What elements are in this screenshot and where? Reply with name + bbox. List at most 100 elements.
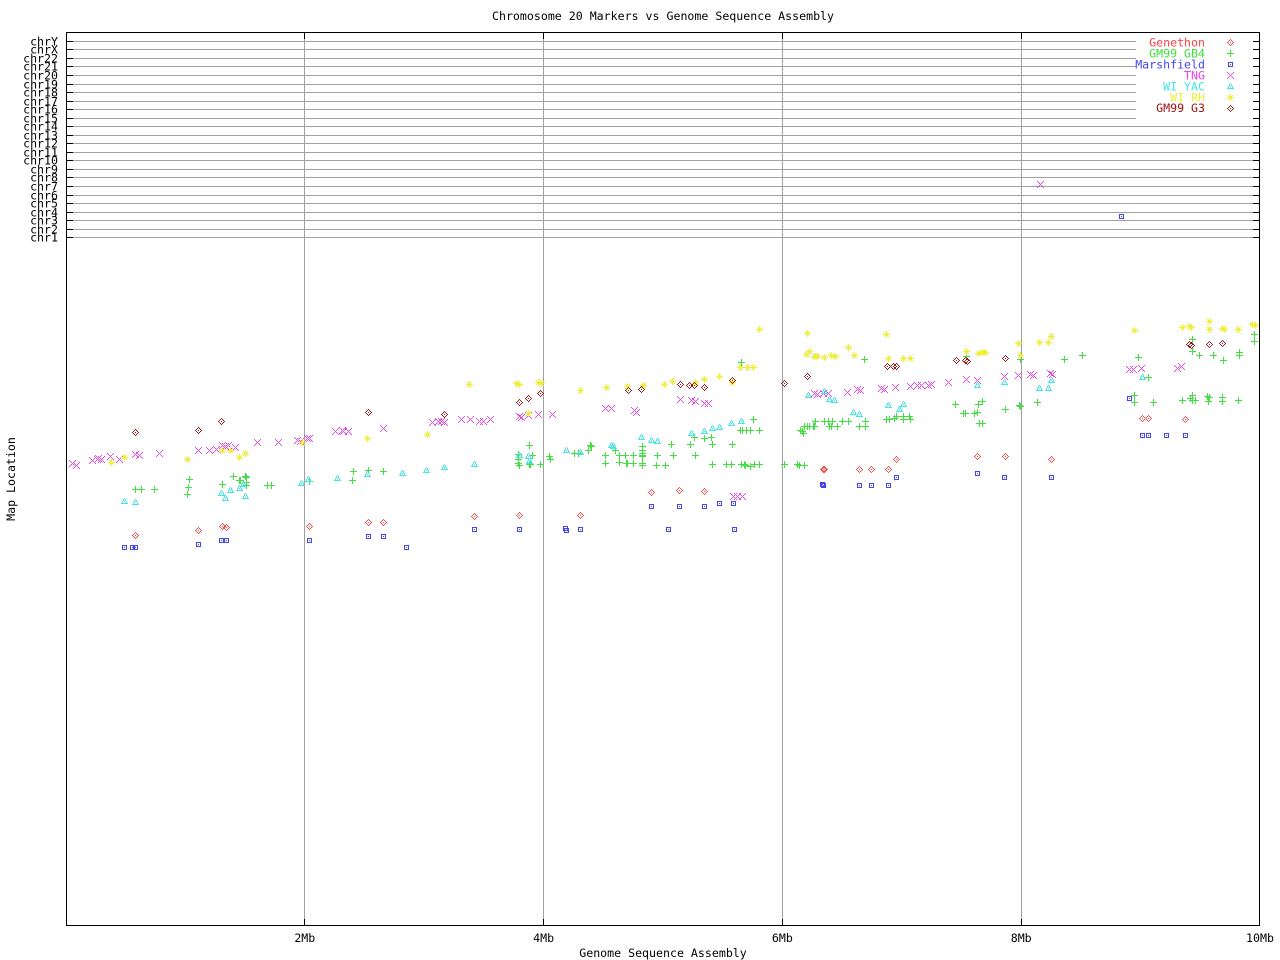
data-point-marker <box>963 348 970 355</box>
chromosome-row-labels: chrYchrXchr22chr21chr20chr19chr18chr17ch… <box>23 35 58 245</box>
data-point-marker <box>404 545 409 550</box>
legend-label: Marshfield <box>1135 57 1205 71</box>
legend-entry: WI RH <box>1170 90 1234 104</box>
data-point-marker <box>219 538 224 543</box>
data-point-marker <box>661 381 668 388</box>
data-point-marker <box>577 387 584 394</box>
data-point-marker <box>869 483 874 488</box>
data-point-marker <box>1131 327 1138 334</box>
data-point-marker <box>472 527 477 532</box>
chromosome-row-label: chr5 <box>30 197 58 211</box>
chromosome-row-label: chrX <box>30 43 58 57</box>
legend-entry: Marshfield <box>1135 57 1233 71</box>
x-tick-label: 2Mb <box>294 931 315 945</box>
chromosome-row-label: chr15 <box>23 112 58 126</box>
data-point-marker <box>828 352 835 359</box>
data-point-marker <box>1188 324 1195 331</box>
data-point-marker <box>603 384 610 391</box>
data-point-marker <box>299 439 306 446</box>
x-tick-labels: 2Mb 4Mb 6Mb 8Mb 10Mb <box>294 931 1274 945</box>
x-tick-label: 4Mb <box>533 931 554 945</box>
data-point-marker <box>1146 433 1151 438</box>
chromosome-row-label: chr17 <box>23 95 58 109</box>
chromosome-row-label: chr11 <box>23 146 58 160</box>
data-point-marker <box>227 447 234 454</box>
data-point-marker <box>832 353 839 360</box>
data-point-marker <box>820 482 825 487</box>
data-point-marker <box>525 410 532 417</box>
legend-label: GM99 G3 <box>1156 101 1205 115</box>
data-point-marker <box>1252 322 1259 329</box>
chromosome-row-label: chr20 <box>23 69 58 83</box>
data-point-marker <box>236 454 243 461</box>
data-point-marker <box>744 364 751 371</box>
chromosome-row-label: chr10 <box>23 154 58 168</box>
chromosome-row-label: chr3 <box>30 214 58 228</box>
data-point-marker <box>737 364 744 371</box>
chromosome-row-label: chr7 <box>30 180 58 194</box>
data-point-marker <box>806 348 813 355</box>
data-point-marker <box>224 538 229 543</box>
data-point-marker <box>1048 333 1055 340</box>
data-point-marker <box>804 330 811 337</box>
data-point-marker <box>1206 318 1213 325</box>
x-tick-label: 6Mb <box>772 931 793 945</box>
legend-label: WI YAC <box>1163 79 1205 93</box>
data-point-marker <box>886 483 891 488</box>
data-point-marker <box>121 454 128 461</box>
data-point-marker <box>1206 326 1213 333</box>
data-point-marker <box>731 501 736 506</box>
data-point-marker <box>1017 352 1024 359</box>
data-point-marker <box>196 542 201 547</box>
data-point-marker <box>907 355 914 362</box>
chromosome-row-label: chr1 <box>30 231 58 245</box>
legend-label: Genethon <box>1149 36 1205 50</box>
data-point-marker <box>184 456 191 463</box>
data-point-marker <box>701 376 708 383</box>
data-point-marker <box>366 534 371 539</box>
data-point-marker <box>242 450 249 457</box>
data-point-marker <box>578 527 583 532</box>
data-point-marker <box>883 331 890 338</box>
chromosome-row-label: chr12 <box>23 137 58 151</box>
data-point-marker <box>756 326 763 333</box>
data-point-marker <box>381 534 386 539</box>
data-point-marker <box>857 483 862 488</box>
data-point-marker <box>640 382 647 389</box>
data-point-marker <box>732 527 737 532</box>
chromosome-row-label: chr21 <box>23 60 58 74</box>
data-point-marker <box>1227 94 1234 101</box>
data-point-marker <box>307 538 312 543</box>
data-point-marker <box>1179 324 1186 331</box>
data-point-marker <box>851 352 858 359</box>
legend-label: GM99 GB4 <box>1149 47 1205 61</box>
data-point-marker <box>1228 62 1233 67</box>
data-point-marker <box>108 459 115 466</box>
y-axis-label: Map Location <box>4 437 18 521</box>
data-point-marker <box>1119 214 1124 219</box>
chromosome-row-label: chr4 <box>30 206 58 220</box>
gridlines <box>67 33 1259 925</box>
data-point-marker <box>894 475 899 480</box>
legend-entry: Genethon <box>1149 36 1234 50</box>
legend-entry: TNG <box>1184 68 1234 82</box>
data-point-marker <box>1015 340 1022 347</box>
data-point-marker <box>716 373 723 380</box>
data-point-marker <box>900 355 907 362</box>
chromosome-row-label: chr9 <box>30 163 58 177</box>
legend-entry: WI YAC <box>1163 79 1234 93</box>
chromosome-row-label: chr14 <box>23 120 58 134</box>
axis-ticks <box>67 33 1259 925</box>
chromosome-row-label: chrY <box>30 35 58 49</box>
chromosome-row-label: chr2 <box>30 223 58 237</box>
data-point-marker <box>364 435 371 442</box>
chromosome-row-label: chr16 <box>23 103 58 117</box>
data-point-marker <box>424 431 431 438</box>
x-tick-label: 10Mb <box>1246 931 1274 945</box>
legend-entry: GM99 GB4 <box>1149 47 1234 61</box>
chromosome-row-label: chr19 <box>23 78 58 92</box>
data-point-marker <box>885 355 892 362</box>
